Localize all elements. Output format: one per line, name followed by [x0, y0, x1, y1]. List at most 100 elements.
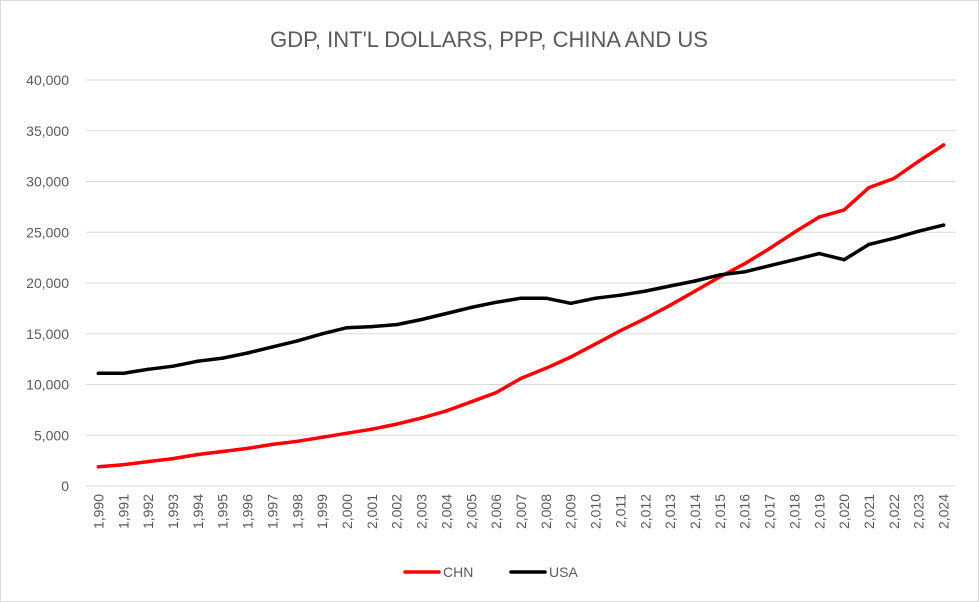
- data-point-usa: [419, 317, 424, 322]
- x-tick-label: 2,017: [762, 494, 778, 529]
- data-point-usa: [245, 351, 250, 355]
- legend-item-usa: USA: [509, 564, 578, 580]
- data-point-usa: [742, 270, 747, 274]
- x-tick-label: 2,022: [886, 494, 902, 529]
- data-point-usa: [941, 223, 946, 227]
- data-point-usa: [370, 324, 374, 329]
- series-lines: [96, 143, 946, 469]
- data-point-usa: [792, 257, 797, 262]
- x-tick-label: 2,013: [662, 494, 678, 529]
- data-point-usa: [320, 332, 324, 336]
- x-tick-label: 2,023: [911, 494, 927, 529]
- data-point-usa: [867, 242, 871, 247]
- data-point-chn: [742, 261, 747, 266]
- gridlines: [86, 79, 956, 487]
- legend: CHN USA: [403, 564, 578, 580]
- data-point-usa: [519, 296, 523, 300]
- y-tick-label: 25,000: [26, 224, 69, 240]
- x-tick-label: 1,997: [264, 494, 280, 529]
- data-point-chn: [867, 185, 871, 190]
- data-point-usa: [196, 359, 200, 363]
- x-tick-label: 2,016: [737, 494, 753, 529]
- data-point-chn: [916, 159, 921, 163]
- data-point-usa: [916, 229, 921, 233]
- data-point-chn: [519, 376, 523, 381]
- series-line-chn: [96, 143, 946, 469]
- x-tick-label: 2,006: [488, 494, 504, 529]
- data-point-usa: [643, 289, 648, 293]
- data-point-chn: [171, 456, 175, 461]
- x-tick-label: 1,998: [289, 494, 305, 529]
- data-point-usa: [593, 296, 598, 300]
- data-point-usa: [718, 273, 722, 277]
- x-tick-label: 2,002: [389, 494, 405, 529]
- x-tick-label: 1,993: [165, 494, 181, 529]
- x-tick-label: 2,014: [687, 494, 703, 529]
- data-point-chn: [693, 289, 697, 293]
- data-point-usa: [693, 279, 697, 283]
- data-point-chn: [196, 452, 200, 457]
- data-point-chn: [643, 316, 648, 321]
- data-point-chn: [817, 215, 822, 219]
- y-tick-label: 0: [61, 478, 69, 494]
- series-chn: [96, 143, 946, 469]
- data-point-usa: [444, 311, 449, 316]
- x-axis-ticks: 1,990 1,991 1,992 1,993 1,994 1,995 1,996 1,997…: [90, 494, 951, 529]
- x-tick-label: 2,000: [339, 494, 355, 529]
- x-tick-label: 2,001: [364, 494, 380, 529]
- data-point-usa: [469, 305, 474, 310]
- data-point-chn: [494, 390, 498, 395]
- data-point-usa: [544, 296, 548, 300]
- data-point-chn: [444, 409, 449, 413]
- y-tick-label: 35,000: [26, 123, 69, 139]
- data-point-chn: [544, 366, 548, 371]
- y-tick-label: 30,000: [26, 174, 69, 190]
- y-tick-label: 15,000: [26, 326, 69, 342]
- data-point-usa: [171, 364, 175, 368]
- x-tick-label: 1,990: [90, 494, 106, 529]
- data-point-usa: [345, 325, 349, 330]
- x-tick-label: 2,010: [588, 494, 604, 529]
- data-point-chn: [941, 143, 946, 147]
- x-tick-label: 2,004: [438, 494, 454, 529]
- data-point-chn: [220, 449, 225, 454]
- x-tick-label: 2,003: [414, 494, 430, 529]
- data-point-usa: [618, 293, 623, 297]
- data-point-chn: [618, 328, 623, 333]
- data-point-chn: [469, 400, 474, 404]
- y-tick-label: 10,000: [26, 377, 69, 393]
- data-point-chn: [345, 431, 349, 435]
- data-point-usa: [394, 322, 399, 327]
- x-tick-label: 2,015: [712, 494, 728, 529]
- legend-label-usa: USA: [549, 564, 578, 580]
- data-point-usa: [892, 236, 896, 241]
- x-tick-label: 1,995: [215, 494, 231, 529]
- data-point-chn: [668, 303, 672, 308]
- chart-title: GDP, INT'L DOLLARS, PPP, CHINA AND US: [270, 27, 708, 52]
- data-point-chn: [121, 462, 126, 467]
- data-point-chn: [96, 464, 101, 469]
- data-point-usa: [568, 301, 573, 306]
- data-point-chn: [568, 355, 573, 359]
- data-point-chn: [767, 246, 772, 251]
- x-tick-label: 2,008: [538, 494, 554, 529]
- data-point-chn: [419, 416, 424, 420]
- data-point-chn: [320, 435, 324, 440]
- y-tick-label: 20,000: [26, 275, 69, 291]
- data-point-chn: [270, 442, 275, 447]
- data-point-chn: [593, 342, 598, 346]
- x-tick-label: 1,996: [240, 494, 256, 529]
- data-point-usa: [842, 257, 846, 262]
- x-tick-label: 2,009: [563, 494, 579, 529]
- x-tick-label: 1,991: [115, 494, 131, 529]
- data-point-usa: [146, 367, 150, 372]
- data-point-usa: [767, 263, 772, 268]
- x-tick-label: 2,018: [786, 494, 802, 529]
- data-point-usa: [96, 371, 101, 376]
- data-point-usa: [668, 284, 672, 288]
- y-tick-label: 40,000: [26, 72, 69, 88]
- x-tick-label: 2,007: [513, 494, 529, 529]
- x-tick-label: 2,011: [612, 494, 628, 528]
